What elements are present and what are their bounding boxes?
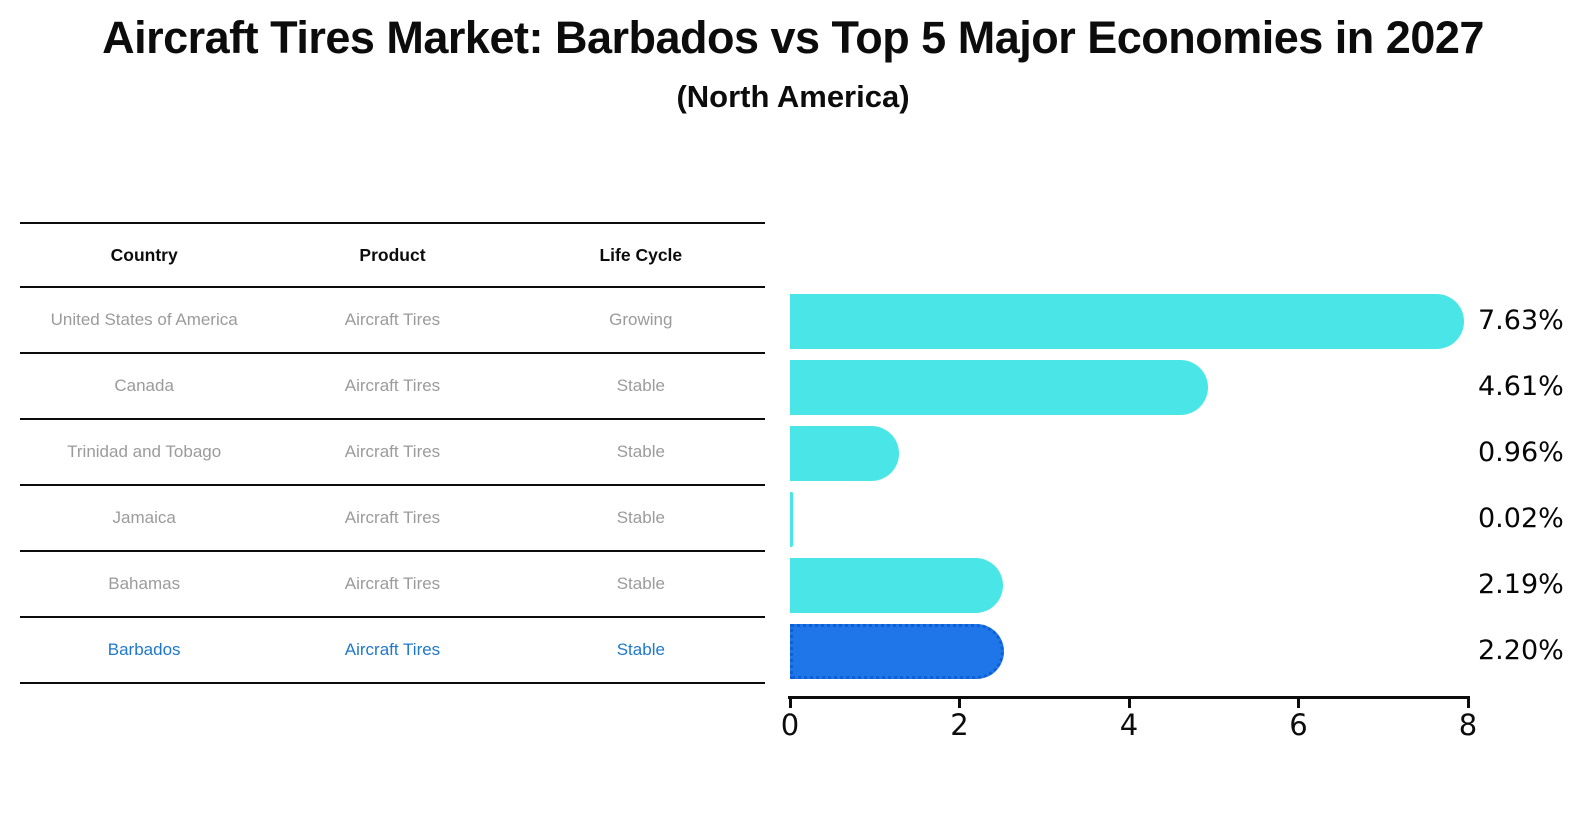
- cell-lifecycle: Stable: [616, 442, 665, 461]
- table-header-row: Country Product Life Cycle: [20, 222, 765, 288]
- x-tick-label-0: 0: [780, 708, 800, 742]
- cell-product: Aircraft Tires: [344, 310, 441, 329]
- table-row: United States of America Aircraft Tires …: [20, 288, 765, 354]
- value-label-canada: 4.61%: [1478, 371, 1564, 402]
- x-tick-4: [1127, 699, 1131, 708]
- x-tick-0: [788, 699, 792, 708]
- table-row: Barbados Aircraft Tires Stable: [20, 618, 765, 684]
- cell-product: Aircraft Tires: [344, 640, 441, 659]
- chart-subtitle: (North America): [676, 79, 910, 114]
- cell-country: Bahamas: [108, 574, 181, 593]
- chart-title: Aircraft Tires Market: Barbados vs Top 5…: [102, 12, 1484, 63]
- table-body: United States of America Aircraft Tires …: [20, 288, 765, 684]
- bar-trinidad-and-tobago: [790, 425, 899, 481]
- column-header-country: Country: [110, 244, 178, 265]
- value-label-barbados: 2.20%: [1478, 635, 1564, 666]
- value-label-bahamas: 2.19%: [1478, 569, 1564, 600]
- bar-bahamas: [790, 557, 1004, 613]
- cell-lifecycle: Growing: [609, 310, 673, 329]
- cell-country: United States of America: [50, 310, 238, 329]
- column-header-lifecycle: Life Cycle: [599, 244, 683, 265]
- x-tick-label-4: 4: [1119, 708, 1139, 742]
- cell-country: Barbados: [107, 640, 181, 659]
- cell-product: Aircraft Tires: [344, 442, 441, 461]
- x-axis-line: [788, 696, 1470, 699]
- bar-canada: [790, 359, 1209, 415]
- cell-product: Aircraft Tires: [344, 376, 441, 395]
- cell-country: Canada: [114, 376, 174, 395]
- cell-country: Trinidad and Tobago: [67, 442, 222, 461]
- x-tick-2: [958, 699, 961, 708]
- cell-lifecycle: Stable: [616, 640, 665, 659]
- x-tick-8: [1466, 699, 1470, 708]
- bar-united-states-of-america: [790, 293, 1465, 349]
- x-tick-label-6: 6: [1289, 708, 1308, 742]
- column-header-product: Product: [359, 244, 426, 265]
- x-tick-6: [1297, 699, 1300, 708]
- x-tick-label-2: 2: [950, 708, 969, 742]
- cell-product: Aircraft Tires: [344, 508, 441, 527]
- country-table: Country Product Life Cycle United States…: [20, 222, 765, 684]
- cell-lifecycle: Stable: [616, 508, 665, 527]
- cell-lifecycle: Stable: [616, 574, 665, 593]
- table-row: Trinidad and Tobago Aircraft Tires Stabl…: [20, 420, 765, 486]
- bar-jamaica: [790, 491, 794, 547]
- value-label-trinidad-and-tobago: 0.96%: [1478, 437, 1564, 468]
- value-label-jamaica: 0.02%: [1478, 503, 1564, 534]
- table-row: Jamaica Aircraft Tires Stable: [20, 486, 765, 552]
- value-label-united-states-of-america: 7.63%: [1478, 305, 1564, 336]
- cell-country: Jamaica: [112, 508, 176, 527]
- table-row: Canada Aircraft Tires Stable: [20, 354, 765, 420]
- table-row: Bahamas Aircraft Tires Stable: [20, 552, 765, 618]
- cell-lifecycle: Stable: [616, 376, 665, 395]
- x-tick-label-8: 8: [1458, 708, 1478, 742]
- bar-barbados: [790, 623, 1004, 679]
- cell-product: Aircraft Tires: [344, 574, 441, 593]
